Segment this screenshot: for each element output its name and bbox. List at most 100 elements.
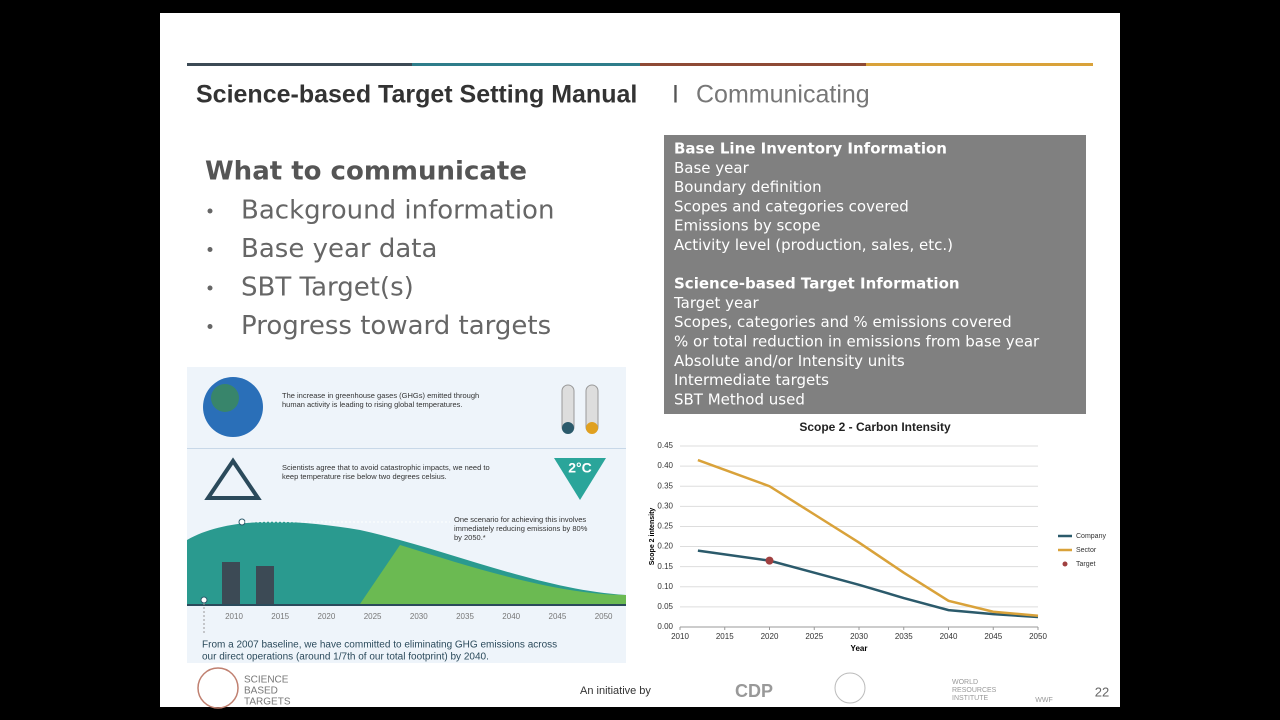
marker	[200, 596, 208, 604]
thermometer-bulb	[562, 422, 574, 434]
badge-shape	[554, 458, 606, 500]
bullet: Progress toward targets	[241, 311, 551, 341]
plant	[256, 566, 274, 604]
y-tick-label: 0.00	[657, 622, 673, 631]
infographic-text: by 2050.*	[454, 533, 486, 542]
logo-text: SCIENCE	[244, 675, 289, 686]
bullet-dot	[207, 285, 213, 291]
x-tick-label: 2050	[1029, 632, 1047, 641]
infographic-text: keep temperature rise below two degrees …	[282, 472, 447, 481]
y-tick-label: 0.05	[657, 602, 673, 611]
subtitle: Communicating	[696, 81, 870, 109]
y-tick-label: 0.20	[657, 542, 673, 551]
x-tick-label: 2015	[716, 632, 734, 641]
box-item: % or total reduction in emissions from b…	[674, 333, 1040, 351]
infographic-text: From a 2007 baseline, we have committed …	[202, 640, 557, 651]
box-item: Absolute and/or Intensity units	[674, 352, 905, 370]
box-item: SBT Method used	[674, 390, 805, 408]
emissions-curve-green	[360, 545, 626, 604]
series-line	[697, 458, 1039, 617]
rule-4	[866, 63, 1093, 66]
year: 2020	[318, 612, 336, 621]
year: 2045	[549, 612, 567, 621]
rule-2	[412, 63, 640, 66]
x-tick-label: 2030	[850, 632, 868, 641]
y-tick-label: 0.30	[657, 501, 673, 510]
infographic-text: human activity is leading to rising glob…	[282, 400, 463, 409]
plant	[222, 562, 240, 604]
box-item: Boundary definition	[674, 178, 822, 196]
year: 2010	[225, 612, 243, 621]
box-item: Target year	[673, 294, 759, 312]
bullet: Base year data	[241, 234, 437, 264]
info-box	[664, 135, 1086, 414]
bullet: Background information	[241, 196, 554, 226]
content: Background information Base year data SBT …	[202, 140, 1106, 708]
partner: CDP	[735, 681, 773, 701]
x-tick-label: 2035	[895, 632, 913, 641]
logo-text: BASED	[244, 686, 278, 697]
infographic-text: One scenario for achieving this involves	[454, 515, 586, 524]
bullet: SBT Target(s)	[241, 273, 414, 303]
year: 2030	[410, 612, 428, 621]
bullet-dot	[207, 247, 213, 252]
partner: WORLD	[952, 679, 978, 686]
y-tick-label: 0.15	[657, 562, 673, 571]
box-item: Scopes and categories covered	[674, 197, 909, 215]
series-line	[697, 549, 1039, 619]
x-tick-label: 2020	[761, 632, 779, 641]
page-number: 22	[1095, 684, 1109, 699]
box-item: Activity level (production, sales, etc.)	[674, 236, 953, 254]
logo-text: TARGETS	[244, 697, 291, 708]
thermometer-bulb	[586, 422, 598, 434]
box-item: Base year	[674, 159, 750, 177]
badge: 2°C	[568, 460, 592, 476]
initiative: An initiative by	[580, 685, 651, 697]
bullet-dot	[207, 208, 213, 214]
box-item: Intermediate targets	[674, 371, 829, 389]
legend-label: Company	[1076, 533, 1106, 540]
box-item: Emissions by scope	[674, 217, 820, 235]
chart-title: Scope 2 - Carbon Intensity	[799, 420, 951, 434]
sbt-logo	[197, 667, 239, 709]
box-item: Scopes, categories and % emissions cover…	[674, 313, 1012, 331]
partner: RESOURCES	[952, 687, 997, 694]
warning-icon	[204, 457, 262, 500]
x-tick-label: 2040	[940, 632, 958, 641]
box-heading: Science-based Target Information	[674, 275, 960, 293]
legend-swatch	[1062, 561, 1068, 567]
bullet-dot	[207, 324, 213, 329]
y-tick-label: 0.10	[657, 582, 673, 591]
target-point	[765, 556, 774, 565]
earth-land	[211, 384, 239, 412]
y-tick-label: 0.25	[657, 522, 673, 531]
year: 2040	[502, 612, 520, 621]
partner: INSTITUTE	[952, 695, 988, 702]
infographic-text: our direct operations (around 1/7th of o…	[202, 652, 489, 663]
x-axis-label: Year	[851, 644, 868, 653]
y-tick-label: 0.45	[657, 441, 673, 450]
y-axis-label: Scope 2 intensity	[649, 508, 656, 566]
legend-label: Target	[1076, 561, 1096, 568]
separator: I	[672, 81, 679, 109]
legend-label: Sector	[1076, 547, 1097, 554]
heading: What to communicate	[205, 157, 527, 187]
infographic-text: The increase in greenhouse gases (GHGs) …	[282, 391, 479, 400]
x-tick-label: 2045	[984, 632, 1002, 641]
y-tick-label: 0.35	[657, 481, 673, 490]
marker	[238, 518, 246, 526]
rule-1	[187, 63, 412, 66]
x-tick-label: 2010	[671, 632, 689, 641]
timeline	[187, 604, 626, 606]
infographic-text: immediately reducing emissions by 80%	[454, 524, 588, 533]
year: 2050	[595, 612, 613, 621]
year: 2015	[271, 612, 289, 621]
infographic-text: Scientists agree that to avoid catastrop…	[282, 463, 490, 472]
x-tick-label: 2025	[805, 632, 823, 641]
title: Science-based Target Setting Manual	[196, 81, 637, 109]
year: 2035	[456, 612, 474, 621]
divider	[187, 448, 626, 449]
rule-3	[640, 63, 866, 66]
